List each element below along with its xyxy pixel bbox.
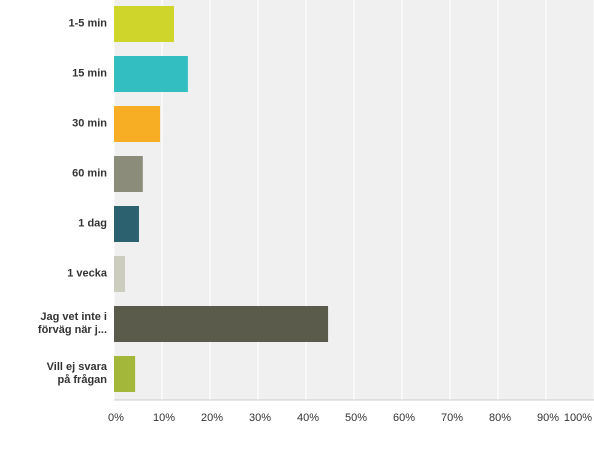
- bar: [114, 356, 136, 392]
- category-label: 1 vecka: [67, 267, 107, 280]
- x-tick-label: 0%: [108, 412, 124, 424]
- category-label: Jag vet inte i förväg när j...: [37, 311, 107, 336]
- bar: [114, 6, 174, 42]
- bar: [114, 56, 188, 92]
- x-tick-label: 70%: [441, 412, 463, 424]
- category-label: 30 min: [72, 117, 107, 130]
- x-tick-label: 100%: [564, 412, 592, 424]
- category-label: 1 dag: [78, 217, 107, 230]
- category-label: 1-5 min: [68, 17, 107, 30]
- x-tick-label: 40%: [297, 412, 319, 424]
- category-label: Vill ej svara på frågan: [46, 361, 107, 386]
- category-label: 15 min: [72, 67, 107, 80]
- bar: [114, 156, 143, 192]
- x-tick-label: 80%: [489, 412, 511, 424]
- x-tick-label: 10%: [153, 412, 175, 424]
- x-tick-label: 30%: [249, 412, 271, 424]
- category-label: 60 min: [72, 167, 107, 180]
- x-tick-label: 20%: [201, 412, 223, 424]
- x-tick-label: 90%: [537, 412, 559, 424]
- x-tick-label: 50%: [345, 412, 367, 424]
- bar: [114, 306, 329, 342]
- bar: [114, 256, 126, 292]
- bar: [114, 206, 139, 242]
- x-tick-label: 60%: [393, 412, 415, 424]
- bar: [114, 106, 161, 142]
